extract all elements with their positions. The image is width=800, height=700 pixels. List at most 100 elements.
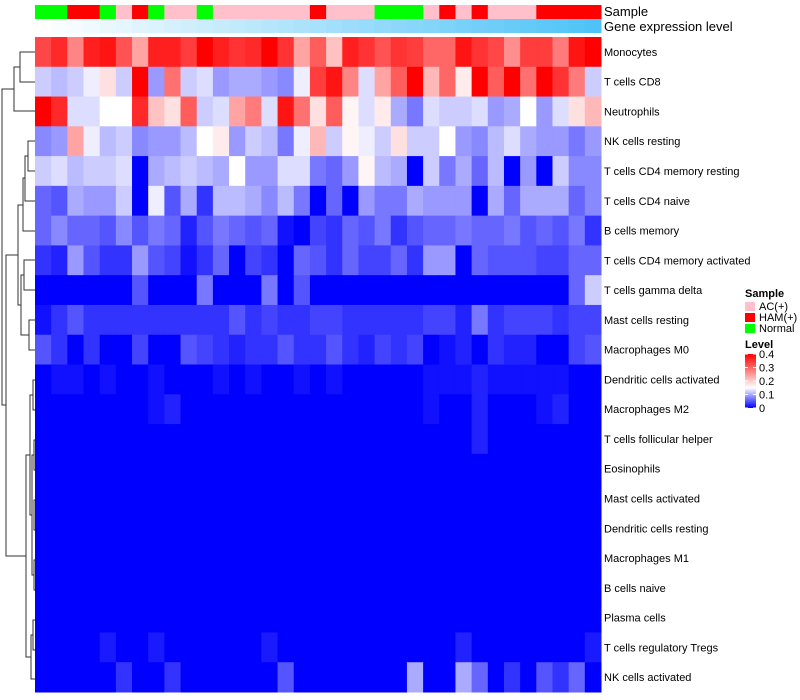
- heatmap-cell: [439, 66, 456, 98]
- gene-annotation-cell: [503, 19, 521, 33]
- heatmap-cell: [245, 275, 262, 306]
- heatmap-cell: [67, 543, 85, 574]
- heatmap-cell: [67, 334, 85, 365]
- heatmap-cell: [212, 424, 230, 455]
- gene-annotation-cell: [99, 19, 117, 33]
- heatmap-cell: [358, 453, 376, 485]
- heatmap-cell: [374, 275, 392, 306]
- heatmap-cell: [503, 602, 521, 633]
- heatmap-cell: [148, 304, 165, 336]
- heatmap-cell: [406, 453, 424, 485]
- heatmap-cell: [471, 334, 489, 365]
- heatmap-cell: [67, 513, 85, 544]
- heatmap-cell: [83, 215, 101, 246]
- sample-annotation-cell: [99, 5, 117, 19]
- gene-annotation-cell: [423, 19, 440, 33]
- heatmap-cell: [487, 275, 505, 306]
- heatmap-cell: [196, 662, 214, 693]
- heatmap-cell: [51, 275, 68, 306]
- heatmap-cell: [471, 156, 489, 187]
- heatmap-cell: [148, 394, 165, 425]
- heatmap-cell: [568, 304, 586, 336]
- heatmap-cell: [552, 453, 570, 485]
- heatmap-cell: [229, 513, 246, 544]
- heatmap-cell: [245, 126, 262, 157]
- heatmap-cell: [51, 543, 68, 574]
- heatmap-cell: [374, 632, 392, 663]
- heatmap-cell: [293, 66, 311, 98]
- heatmap-cell: [487, 483, 505, 514]
- heatmap-cell: [439, 662, 456, 693]
- legend-swatch-ac: [745, 302, 755, 311]
- heatmap-cell: [455, 96, 473, 127]
- heatmap-cell: [358, 572, 376, 604]
- heatmap-cell: [67, 602, 85, 633]
- heatmap-cell: [277, 394, 295, 425]
- heatmap-cell: [229, 215, 246, 246]
- heatmap-cell: [552, 215, 570, 246]
- heatmap-cell: [552, 483, 570, 514]
- heatmap-cell: [358, 543, 376, 574]
- heatmap-cell: [293, 364, 311, 395]
- heatmap-cell: [35, 572, 52, 604]
- heatmap-cell: [180, 156, 198, 187]
- heatmap-cell: [83, 37, 101, 68]
- heatmap-cell: [148, 662, 165, 693]
- heatmap-cell: [212, 662, 230, 693]
- heatmap-cell: [180, 543, 198, 574]
- heatmap-cell: [212, 245, 230, 276]
- heatmap-cell: [99, 215, 117, 246]
- heatmap-cell: [309, 364, 327, 395]
- heatmap-cell: [180, 126, 198, 157]
- heatmap-cell: [487, 215, 505, 246]
- heatmap-cell: [277, 37, 295, 68]
- heatmap-cell: [261, 215, 279, 246]
- heatmap-cell: [99, 632, 117, 663]
- heatmap-cell: [552, 572, 570, 604]
- heatmap-cell: [358, 632, 376, 663]
- sample-annotation-label: Sample: [604, 4, 648, 19]
- sample-annotation-cell: [245, 5, 262, 19]
- heatmap-cell: [358, 37, 376, 68]
- sample-annotation-cell: [196, 5, 214, 19]
- heatmap-cell: [406, 126, 424, 157]
- heatmap-cell: [406, 364, 424, 395]
- heatmap-cell: [342, 364, 359, 395]
- heatmap-cell: [293, 96, 311, 127]
- heatmap-cell: [390, 572, 408, 604]
- heatmap-cell: [99, 126, 117, 157]
- heatmap-cell: [164, 304, 182, 336]
- legend-swatch-normal: [745, 324, 755, 333]
- heatmap-cell: [148, 513, 165, 544]
- heatmap-cell: [115, 483, 133, 514]
- heatmap-cell: [245, 156, 262, 187]
- heatmap-cell: [552, 126, 570, 157]
- heatmap-cell: [293, 334, 311, 365]
- heatmap-cell: [212, 275, 230, 306]
- heatmap-cell: [164, 513, 182, 544]
- level-tick-label: 0.3: [759, 363, 774, 375]
- heatmap-cell: [309, 543, 327, 574]
- heatmap-cell: [180, 66, 198, 98]
- heatmap-cell: [196, 543, 214, 574]
- gene-annotation-cell: [309, 19, 327, 33]
- row-label: Macrophages M2: [604, 404, 689, 416]
- heatmap-cell: [83, 662, 101, 693]
- heatmap-cell: [358, 602, 376, 633]
- heatmap-cell: [520, 245, 537, 276]
- heatmap-cell: [83, 424, 101, 455]
- heatmap-cell: [390, 215, 408, 246]
- heatmap-cell: [309, 96, 327, 127]
- heatmap-cell: [293, 37, 311, 68]
- row-dendrogram: [1, 51, 35, 680]
- gene-annotation-cell: [115, 19, 133, 33]
- heatmap-cell: [536, 513, 553, 544]
- level-tick-label: 0.4: [759, 349, 774, 361]
- gene-annotation-cell: [471, 19, 489, 33]
- row-label: Macrophages M1: [604, 553, 689, 565]
- heatmap-cell: [164, 185, 182, 217]
- heatmap-cell: [455, 453, 473, 485]
- heatmap-cell: [196, 304, 214, 336]
- heatmap-cell: [212, 215, 230, 246]
- heatmap-cell: [51, 96, 68, 127]
